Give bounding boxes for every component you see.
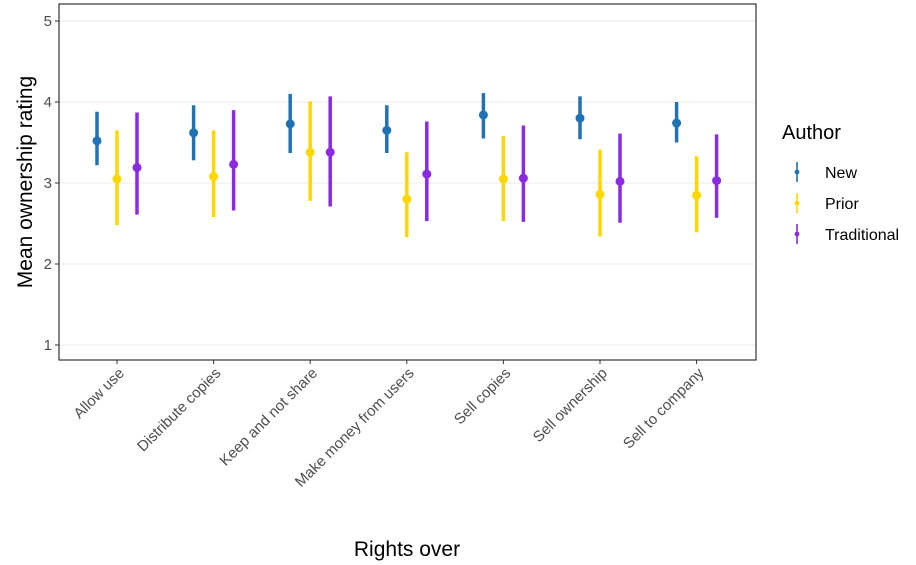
- data-point: [422, 169, 432, 179]
- data-point: [209, 172, 219, 182]
- data-point: [285, 119, 295, 129]
- data-point: [189, 128, 199, 138]
- x-tick-label: Sell copies: [451, 365, 514, 428]
- y-tick-label: 2: [44, 256, 52, 273]
- x-tick-label: Distribute copies: [134, 365, 224, 455]
- y-tick-label: 1: [44, 337, 52, 354]
- legend-key-dot: [794, 200, 800, 206]
- data-point: [402, 194, 412, 204]
- data-point: [615, 176, 625, 186]
- y-tick-label: 3: [44, 175, 52, 192]
- legend-label: Prior: [825, 196, 859, 213]
- x-axis-title: Rights over: [354, 538, 460, 561]
- legend-label: New: [825, 165, 857, 182]
- x-tick-label: Keep and not share: [216, 365, 321, 470]
- x-tick-label: Sell to company: [620, 364, 708, 452]
- x-tick-label: Allow use: [70, 365, 127, 422]
- legend-title: Author: [782, 122, 841, 144]
- data-point: [672, 118, 682, 128]
- data-point: [229, 159, 239, 169]
- legend-key-dot: [794, 169, 800, 175]
- x-tick-label: Sell ownership: [530, 365, 611, 446]
- data-marks: [92, 93, 722, 238]
- data-point: [595, 189, 605, 199]
- data-point: [478, 110, 488, 120]
- data-point: [325, 147, 335, 157]
- legend-key-dot: [794, 231, 800, 237]
- legend: Author New Prior Traditional: [782, 122, 899, 244]
- data-point: [132, 163, 142, 173]
- y-tick-label: 5: [44, 13, 52, 30]
- data-point: [112, 174, 122, 184]
- data-point: [92, 136, 102, 146]
- y-axis: 1 2 3 4 5: [44, 13, 59, 354]
- plot-panel-border: [58, 3, 757, 361]
- y-axis-title: Mean ownership rating: [14, 76, 37, 288]
- data-point: [382, 125, 392, 135]
- data-point: [712, 176, 722, 186]
- data-point: [518, 173, 528, 183]
- data-point: [498, 174, 508, 184]
- y-tick-label: 4: [44, 94, 52, 111]
- data-point: [692, 190, 702, 200]
- data-point: [305, 147, 315, 157]
- legend-label: Traditional: [825, 227, 899, 244]
- data-point: [575, 113, 585, 123]
